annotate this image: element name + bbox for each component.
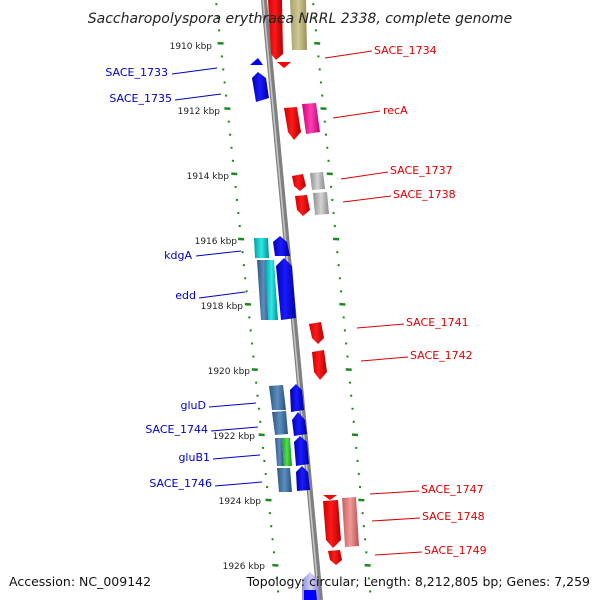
gene-label-sace1749[interactable]: SACE_1749: [424, 544, 487, 557]
gene-sace1734-red[interactable]: [268, 0, 283, 60]
forward-gene-labels: SACE_1734 recA SACE_1737 SACE_1738 SACE_…: [374, 44, 487, 557]
gene-label-sace1748[interactable]: SACE_1748: [422, 510, 485, 523]
gene-features: [250, 0, 359, 600]
gene-sace1744-blue[interactable]: [292, 412, 307, 436]
kbp-label: 1914 kbp: [187, 172, 230, 182]
gene-sace1738-gray[interactable]: [313, 192, 329, 215]
gene-label-sace1741[interactable]: SACE_1741: [406, 316, 469, 329]
gene-kdga-cyan[interactable]: [254, 238, 269, 258]
leader-lines: [171, 50, 423, 556]
gene-label-glub1[interactable]: gluB1: [178, 451, 210, 464]
gene-label-reca[interactable]: recA: [383, 104, 408, 117]
gene-sace1742[interactable]: [312, 350, 327, 380]
gene-sace1737-gray[interactable]: [310, 172, 325, 190]
gene-bottom-blue[interactable]: [304, 590, 317, 600]
kbp-label: 1910 kbp: [170, 42, 213, 52]
gene-label-sace1738[interactable]: SACE_1738: [393, 188, 456, 201]
gene-label-sace1742[interactable]: SACE_1742: [410, 349, 473, 362]
gene-glub1-steel[interactable]: [275, 438, 284, 466]
gene-khaki-top[interactable]: [290, 0, 307, 50]
topology-text: Topology: circular; Length: 8,212,805 bp…: [246, 574, 590, 589]
gene-edd-cyan[interactable]: [265, 260, 278, 320]
gene-sace1735[interactable]: [252, 72, 269, 102]
gene-sace1747[interactable]: [323, 495, 337, 500]
gene-sace1746-steel[interactable]: [277, 468, 292, 492]
gene-label-sace1744[interactable]: SACE_1744: [145, 423, 208, 436]
right-tick-track: [312, 3, 372, 593]
gene-label-sace1746[interactable]: SACE_1746: [149, 477, 212, 490]
left-tick-track: [215, 3, 280, 593]
kbp-label: 1922 kbp: [213, 432, 256, 442]
kbp-label: 1926 kbp: [223, 562, 266, 572]
gene-small-red-arrow[interactable]: [277, 62, 291, 68]
gene-label-sace1733[interactable]: SACE_1733: [105, 66, 168, 79]
gene-sace1748-red[interactable]: [323, 500, 341, 548]
gene-sace1733[interactable]: [250, 58, 263, 65]
kbp-label: 1920 kbp: [208, 367, 251, 377]
gene-reca-pink[interactable]: [302, 103, 320, 134]
gene-label-sace1735[interactable]: SACE_1735: [109, 92, 172, 105]
gene-sace1749[interactable]: [328, 550, 342, 565]
gene-glud-blue[interactable]: [290, 384, 304, 412]
kbp-scale: 1910 kbp 1912 kbp 1914 kbp 1916 kbp 1918…: [170, 42, 266, 572]
gene-glud-steel[interactable]: [269, 385, 286, 410]
gene-sace1741[interactable]: [309, 322, 324, 344]
reverse-gene-labels: SACE_1733 SACE_1735 kdgA edd gluD SACE_1…: [105, 66, 212, 490]
kbp-label: 1918 kbp: [201, 302, 244, 312]
gene-glub1-blue[interactable]: [294, 436, 309, 466]
gene-label-sace1734[interactable]: SACE_1734: [374, 44, 437, 57]
gene-glub1-green[interactable]: [282, 438, 292, 466]
gene-sace1738-red[interactable]: [295, 195, 310, 216]
gene-sace1748-salmon[interactable]: [342, 497, 359, 547]
gene-label-kdga[interactable]: kdgA: [164, 249, 192, 262]
kbp-label: 1916 kbp: [195, 237, 238, 247]
kbp-label: 1924 kbp: [219, 497, 262, 507]
accession-text: Accession: NC_009142: [9, 574, 151, 589]
gene-label-glud[interactable]: gluD: [181, 399, 206, 412]
gene-sace1744-steel[interactable]: [272, 411, 288, 435]
kbp-label: 1912 kbp: [178, 107, 221, 117]
gene-kdga-blue[interactable]: [273, 236, 290, 256]
gene-label-edd[interactable]: edd: [175, 289, 196, 302]
gene-reca-red[interactable]: [284, 107, 301, 140]
gene-edd-blue[interactable]: [276, 258, 296, 320]
gene-sace1737-red[interactable]: [292, 174, 306, 191]
gene-sace1746-blue[interactable]: [296, 466, 310, 491]
gene-label-sace1737[interactable]: SACE_1737: [390, 164, 453, 177]
gene-label-sace1747[interactable]: SACE_1747: [421, 483, 484, 496]
map-title: Saccharopolyspora erythraea NRRL 2338, c…: [88, 11, 513, 27]
